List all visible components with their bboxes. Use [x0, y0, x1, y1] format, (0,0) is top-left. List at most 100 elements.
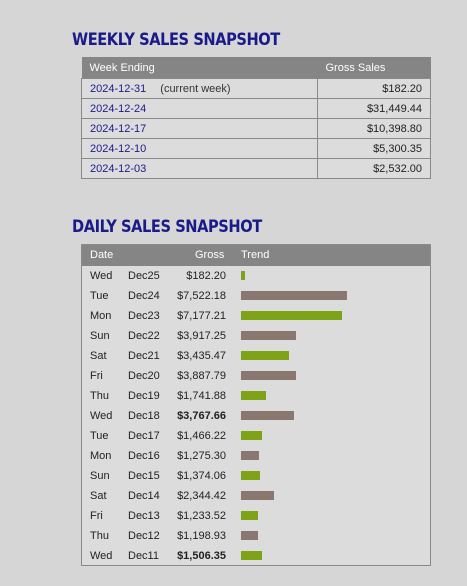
day-cell: Wed: [90, 270, 113, 282]
daily-sales-title: DAILY SALES SNAPSHOT: [72, 217, 262, 237]
day-cell: Sat: [90, 350, 107, 362]
week-link[interactable]: 2024-12-10: [90, 142, 147, 155]
week-ending-cell: 2024-12-03: [81, 158, 318, 179]
gross-sales-cell: $5,300.35: [317, 138, 431, 159]
daily-row: Fri Dec20 $3,887.79: [82, 366, 430, 386]
date-cell: Dec17: [128, 430, 160, 442]
daily-row: Wed Dec18 $3,767.66: [82, 406, 430, 426]
trend-bar: [241, 311, 342, 320]
trend-bar: [241, 291, 347, 300]
day-cell: Fri: [90, 370, 103, 382]
weekly-header-row: Week Ending Gross Sales: [81, 57, 431, 79]
day-cell: Thu: [90, 390, 109, 402]
week-ending-cell: 2024-12-17: [81, 118, 318, 139]
weekly-row: 2024-12-31 (current week) $182.20: [81, 78, 431, 99]
trend-bar: [241, 431, 262, 440]
gross-sales-cell: $31,449.44: [317, 98, 431, 119]
daily-row: Sun Dec22 $3,917.25: [82, 326, 430, 346]
gross-cell: $7,522.18: [177, 290, 226, 302]
daily-sales-table: Date Gross Trend Wed Dec25 $182.20 Tue Dec24…: [81, 244, 431, 566]
daily-header-row: Date Gross Trend: [82, 245, 430, 266]
daily-row: Mon Dec23 $7,177.21: [82, 306, 430, 326]
trend-bar: [241, 451, 259, 460]
date-cell: Dec22: [128, 330, 160, 342]
gross-sales-cell: $10,398.80: [317, 118, 431, 139]
day-cell: Tue: [90, 430, 109, 442]
gross-cell: $2,344.42: [177, 490, 226, 502]
daily-row: Fri Dec13 $1,233.52: [82, 506, 430, 526]
col-date: Date: [90, 249, 114, 261]
day-cell: Sat: [90, 490, 107, 502]
daily-row: Thu Dec19 $1,741.88: [82, 386, 430, 406]
weekly-row: 2024-12-24 $31,449.44: [81, 98, 431, 119]
date-cell: Dec23: [128, 310, 160, 322]
gross-cell: $1,275.30: [177, 450, 226, 462]
col-week-ending: Week Ending: [81, 57, 318, 79]
weekly-sales-title: WEEKLY SALES SNAPSHOT: [72, 30, 280, 50]
weekly-row: 2024-12-10 $5,300.35: [81, 138, 431, 159]
day-cell: Fri: [90, 510, 103, 522]
date-cell: Dec13: [128, 510, 160, 522]
trend-bar: [241, 271, 245, 280]
week-ending-cell: 2024-12-31 (current week): [81, 78, 318, 99]
trend-bar: [241, 351, 289, 360]
week-link[interactable]: 2024-12-24: [90, 102, 147, 115]
week-link[interactable]: 2024-12-17: [90, 122, 147, 135]
date-cell: Dec18: [128, 410, 160, 422]
trend-bar: [241, 331, 296, 340]
week-ending-cell: 2024-12-10: [81, 138, 318, 159]
weekly-sales-table: Week Ending Gross Sales 2024-12-31 (curre…: [81, 57, 431, 179]
gross-cell: $1,741.88: [177, 390, 226, 402]
week-link[interactable]: 2024-12-31: [90, 82, 147, 95]
day-cell: Mon: [90, 450, 112, 462]
day-cell: Sun: [90, 470, 110, 482]
daily-row: Thu Dec12 $1,198.93: [82, 526, 430, 546]
current-week-note: (current week): [160, 82, 231, 95]
daily-row: Sun Dec15 $1,374.06: [82, 466, 430, 486]
date-cell: Dec16: [128, 450, 160, 462]
date-cell: Dec11: [128, 550, 159, 562]
daily-row: Sat Dec21 $3,435.47: [82, 346, 430, 366]
gross-cell: $1,198.93: [177, 530, 226, 542]
date-cell: Dec14: [128, 490, 160, 502]
gross-cell: $3,767.66: [177, 410, 226, 422]
gross-sales-cell: $182.20: [317, 78, 431, 99]
gross-cell: $7,177.21: [177, 310, 226, 322]
trend-bar: [241, 471, 260, 480]
date-cell: Dec25: [128, 270, 160, 282]
weekly-row: 2024-12-17 $10,398.80: [81, 118, 431, 139]
trend-bar: [241, 411, 294, 420]
gross-sales-cell: $2,532.00: [317, 158, 431, 179]
week-link[interactable]: 2024-12-03: [90, 162, 147, 175]
gross-cell: $3,435.47: [177, 350, 226, 362]
day-cell: Wed: [90, 410, 113, 422]
day-cell: Sun: [90, 330, 110, 342]
date-cell: Dec21: [128, 350, 160, 362]
gross-cell: $1,506.35: [177, 550, 226, 562]
gross-cell: $3,917.25: [177, 330, 226, 342]
gross-cell: $182.20: [186, 270, 226, 282]
date-cell: Dec19: [128, 390, 160, 402]
day-cell: Tue: [90, 290, 109, 302]
day-cell: Thu: [90, 530, 109, 542]
trend-bar: [241, 511, 258, 520]
date-cell: Dec15: [128, 470, 160, 482]
gross-cell: $1,233.52: [177, 510, 226, 522]
col-gross-sales: Gross Sales: [317, 57, 431, 79]
day-cell: Mon: [90, 310, 112, 322]
trend-bar: [241, 551, 262, 560]
daily-row: Wed Dec11 $1,506.35: [82, 546, 430, 566]
gross-cell: $1,466.22: [177, 430, 226, 442]
week-ending-cell: 2024-12-24: [81, 98, 318, 119]
gross-cell: $3,887.79: [177, 370, 226, 382]
gross-cell: $1,374.06: [177, 470, 226, 482]
daily-row: Wed Dec25 $182.20: [82, 266, 430, 286]
daily-row: Tue Dec17 $1,466.22: [82, 426, 430, 446]
col-gross: Gross: [195, 249, 225, 261]
date-cell: Dec24: [128, 290, 160, 302]
trend-bar: [241, 531, 258, 540]
date-cell: Dec20: [128, 370, 160, 382]
trend-bar: [241, 491, 274, 500]
weekly-row: 2024-12-03 $2,532.00: [81, 158, 431, 179]
daily-row: Sat Dec14 $2,344.42: [82, 486, 430, 506]
